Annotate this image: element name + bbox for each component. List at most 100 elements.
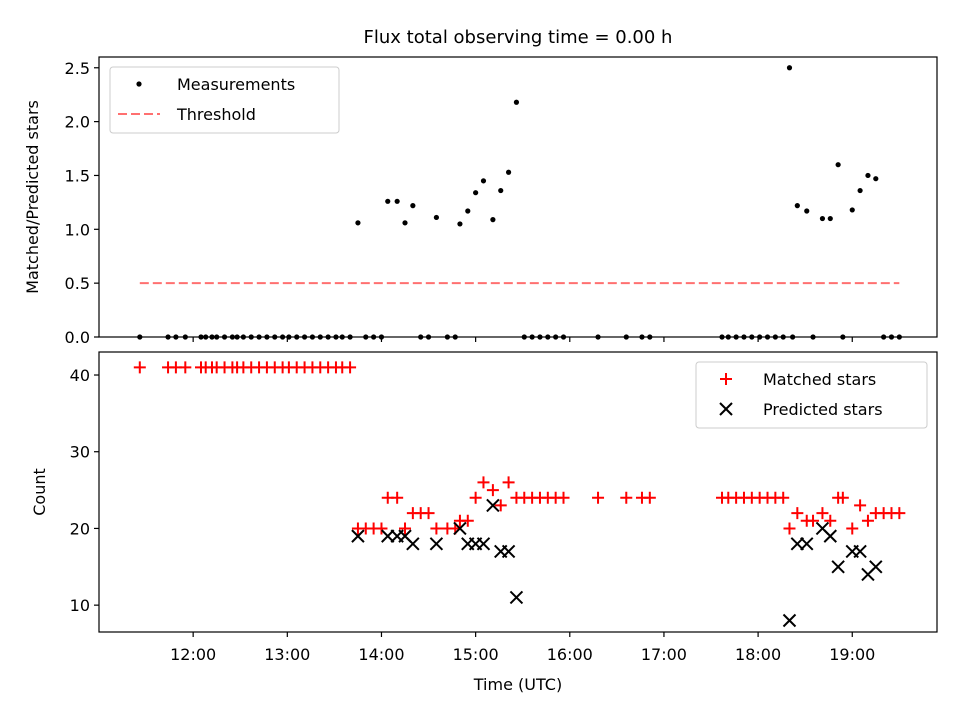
bottom-predicted-point (429, 537, 444, 551)
bottom-matched-point (807, 514, 820, 527)
bottom-matched-point (494, 499, 507, 512)
bottom-matched-point (861, 514, 874, 527)
bottom-predicted-point (381, 529, 395, 543)
legend-matched-marker (720, 373, 732, 385)
top-measurement-point (465, 208, 471, 214)
top-measurement-point (786, 65, 793, 71)
top-measurement-point (819, 215, 826, 222)
bottom-legend-box (695, 361, 928, 429)
top-measurement-point (849, 207, 855, 213)
top-measurement-point (433, 214, 439, 221)
bottom-xtick-label: 13:00 (264, 645, 310, 664)
top-legend: Measurements Threshold (109, 66, 340, 134)
top-ticks: 0.0 0.5 1.0 1.5 2.0 2.5 (65, 59, 853, 347)
bottom-matched-point (816, 507, 829, 520)
bottom-matched-point (557, 491, 570, 504)
bottom-xtick-label: 14:00 (358, 645, 404, 664)
bottom-predicted-point (453, 521, 467, 536)
bottom-predicted-point (831, 560, 845, 574)
top-ylabel: Matched/Predicted stars (23, 100, 42, 294)
bottom-matched-point (422, 507, 435, 520)
bottom-matched-point (430, 522, 443, 535)
top-ytick-label: 2.5 (65, 59, 90, 78)
top-measurement-point (865, 172, 871, 179)
top-measurement-point (480, 178, 487, 184)
bottom-matched-point (399, 522, 412, 535)
top-measurement-point (473, 190, 479, 196)
bottom-predicted-point (853, 544, 867, 559)
bottom-matched-point (461, 514, 474, 527)
top-legend-box (109, 66, 340, 134)
bottom-ytick-label: 20 (70, 519, 90, 538)
bottom-xtick-label: 19:00 (829, 645, 875, 664)
top-marks (137, 65, 902, 340)
bottom-matched-point (477, 476, 490, 489)
bottom-matched-point (469, 491, 482, 504)
bottom-matched-point (592, 491, 605, 504)
bottom-matched-point (133, 361, 146, 374)
bottom-predicted-point (509, 590, 524, 605)
bottom-matched-point (783, 522, 796, 535)
bottom-matched-point (824, 514, 837, 527)
bottom-predicted-point (800, 537, 814, 551)
bottom-matched-point (836, 491, 849, 504)
top-measurement-point (513, 99, 520, 105)
top-measurement-point (804, 208, 810, 214)
top-ytick-label: 2.0 (65, 113, 90, 132)
bottom-xtick-label: 18:00 (735, 645, 781, 664)
bottom-axes-frame (98, 351, 938, 633)
bottom-marks (133, 361, 906, 628)
bottom-matched-point (344, 361, 357, 374)
legend-measurements-label: Measurements (177, 75, 295, 94)
bottom-predicted-point (351, 529, 365, 543)
legend-predicted-marker (719, 402, 733, 416)
bottom-ytick-label: 40 (70, 366, 90, 385)
legend-measurements-marker (136, 81, 142, 87)
bottom-predicted-point (782, 613, 797, 628)
bottom-matched-point (643, 491, 656, 504)
bottom-panel: Count Time (UTC) 10 20 30 40 12:00 13:00 14:00… (30, 351, 938, 694)
bottom-predicted-point (486, 498, 500, 513)
top-measurement-point (457, 221, 463, 227)
bottom-matched-point (620, 491, 633, 504)
bottom-matched-point (777, 491, 790, 504)
bottom-matched-point (893, 507, 906, 520)
top-ytick-label: 0.0 (65, 328, 90, 347)
bottom-matched-point (179, 361, 192, 374)
bottom-predicted-point (823, 529, 837, 543)
top-measurement-point (835, 162, 841, 168)
bottom-matched-point (846, 522, 859, 535)
bottom-matched-point (375, 522, 388, 535)
bottom-xtick-label: 16:00 (547, 645, 593, 664)
top-measurement-point (827, 215, 833, 222)
bottom-predicted-point (476, 537, 491, 551)
top-title: Flux total observing time = 0.00 h (364, 27, 673, 48)
top-panel: Flux total observing time = 0.00 h Match… (23, 27, 938, 347)
legend-threshold-label: Threshold (176, 105, 256, 124)
top-measurement-point (794, 203, 800, 209)
bottom-legend: Matched stars Predicted stars (695, 361, 928, 429)
legend-predicted-label: Predicted stars (763, 400, 883, 419)
top-measurement-point (410, 203, 416, 209)
top-ytick-label: 1.5 (65, 166, 90, 185)
bottom-matched-point (486, 484, 499, 497)
bottom-xtick-label: 15:00 (453, 645, 499, 664)
top-measurement-point (873, 176, 879, 182)
bottom-matched-point (854, 499, 867, 512)
bottom-ytick-label: 30 (70, 443, 90, 462)
top-measurement-point (505, 169, 512, 175)
bottom-xlabel: Time (UTC) (473, 675, 562, 694)
top-axes-frame (98, 56, 938, 338)
bottom-xtick-label: 17:00 (641, 645, 687, 664)
bottom-predicted-point (501, 544, 516, 559)
legend-matched-label: Matched stars (763, 370, 876, 389)
bottom-predicted-point (869, 560, 883, 574)
top-measurement-point (355, 220, 361, 226)
bottom-predicted-point (406, 537, 420, 551)
bottom-ticks: 10 20 30 40 12:00 13:00 14:00 15:00 16:00 17:00 18… (70, 366, 876, 664)
bottom-ylabel: Count (30, 468, 49, 516)
top-measurement-point (857, 187, 863, 194)
top-ytick-label: 0.5 (65, 274, 90, 293)
top-ytick-label: 1.0 (65, 220, 90, 239)
